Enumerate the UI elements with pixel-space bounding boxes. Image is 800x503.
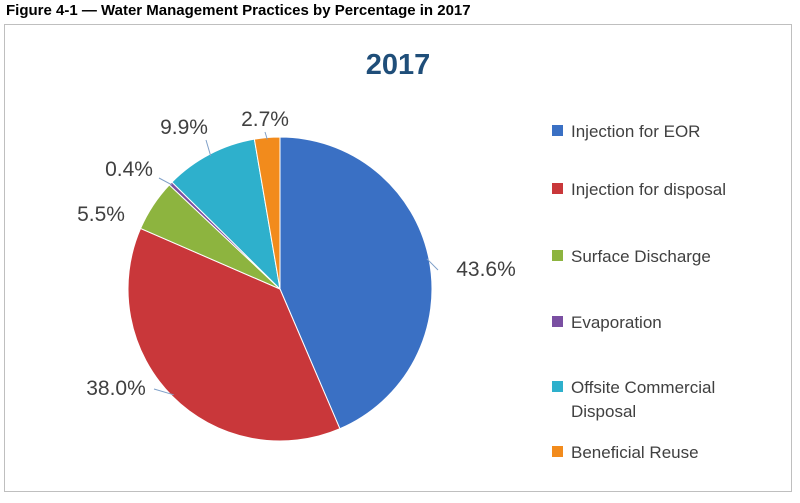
legend-swatch — [552, 183, 563, 194]
pie-slice-injection-for-eor — [279, 136, 433, 430]
legend-item-injection-eor: Injection for EOR — [552, 120, 761, 144]
data-label: 43.6% — [456, 258, 516, 281]
chart-title: 2017 — [366, 49, 431, 81]
legend-item-injection-disposal: Injection for disposal — [552, 178, 761, 202]
legend-swatch — [552, 125, 563, 136]
legend-swatch — [552, 316, 563, 327]
data-label: 0.4% — [105, 158, 153, 181]
legend-item-offsite-commercial-disposal: Offsite Commercial Disposal — [552, 376, 761, 424]
pie-slice-injection-for-disposal — [127, 227, 341, 442]
data-label: 38.0% — [86, 377, 146, 400]
legend-swatch — [552, 381, 563, 392]
data-label: 2.7% — [241, 108, 289, 131]
leader-line — [158, 177, 173, 186]
leader-line — [264, 131, 268, 140]
legend-item-evaporation: Evaporation — [552, 311, 761, 335]
legend-label: Injection for EOR — [571, 122, 701, 141]
legend-label: Evaporation — [571, 313, 662, 332]
leader-line — [205, 139, 212, 157]
leader-line — [426, 258, 439, 271]
figure-caption: Figure 4-1 — Water Management Practices … — [6, 2, 471, 19]
legend-item-beneficial-reuse: Beneficial Reuse — [552, 441, 761, 465]
data-label: 9.9% — [160, 116, 208, 139]
leader-line — [153, 388, 174, 396]
legend-label: Beneficial Reuse — [571, 443, 699, 462]
legend-label: Offsite Commercial Disposal — [571, 378, 716, 421]
legend-swatch — [552, 250, 563, 261]
legend-item-surface-discharge: Surface Discharge — [552, 245, 761, 269]
legend-swatch — [552, 446, 563, 457]
legend-label: Injection for disposal — [571, 180, 726, 199]
legend-label: Surface Discharge — [571, 247, 711, 266]
data-label: 5.5% — [77, 203, 125, 226]
